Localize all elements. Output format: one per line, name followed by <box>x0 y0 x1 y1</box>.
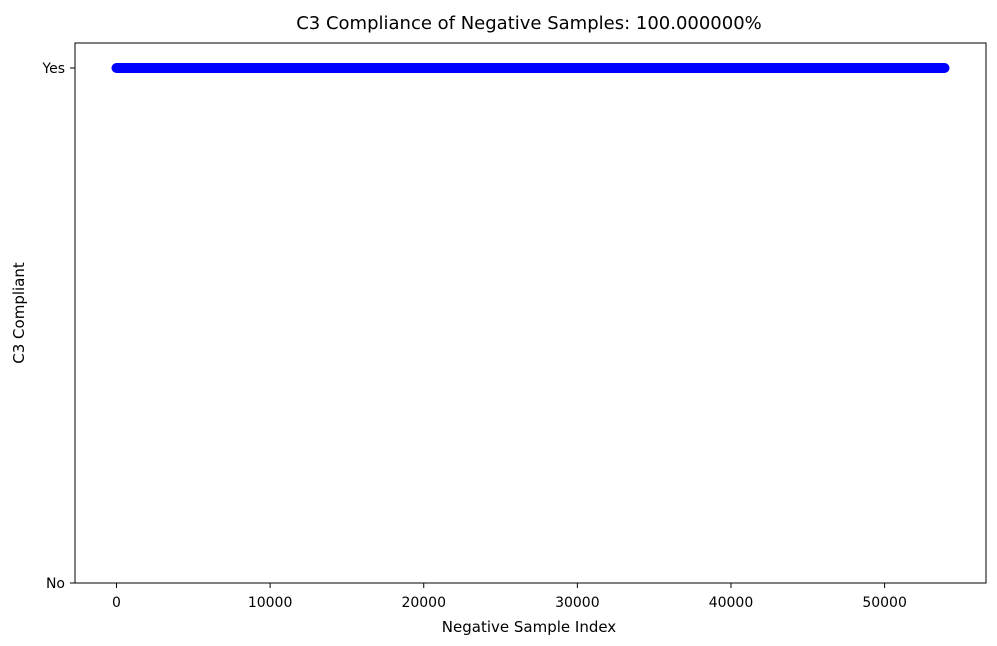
x-axis-ticks: 0 10000 20000 30000 40000 50000 <box>112 583 907 611</box>
chart-title: C3 Compliance of Negative Samples: 100.0… <box>296 13 762 34</box>
scatter-point-start <box>111 63 121 73</box>
y-axis-ticks: No Yes <box>41 61 75 592</box>
y-tick-label: No <box>46 576 65 592</box>
x-axis-label: Negative Sample Index <box>442 618 617 636</box>
y-tick-label: Yes <box>41 61 65 77</box>
x-tick-label: 10000 <box>248 595 293 611</box>
scatter-point-end <box>940 63 950 73</box>
x-tick-label: 50000 <box>862 595 907 611</box>
y-axis-label: C3 Compliant <box>10 262 28 364</box>
x-tick-label: 30000 <box>555 595 600 611</box>
x-tick-label: 40000 <box>709 595 754 611</box>
plot-area <box>74 42 987 584</box>
x-tick-label: 20000 <box>401 595 446 611</box>
x-tick-label: 0 <box>112 595 121 611</box>
series-layer <box>111 63 950 73</box>
